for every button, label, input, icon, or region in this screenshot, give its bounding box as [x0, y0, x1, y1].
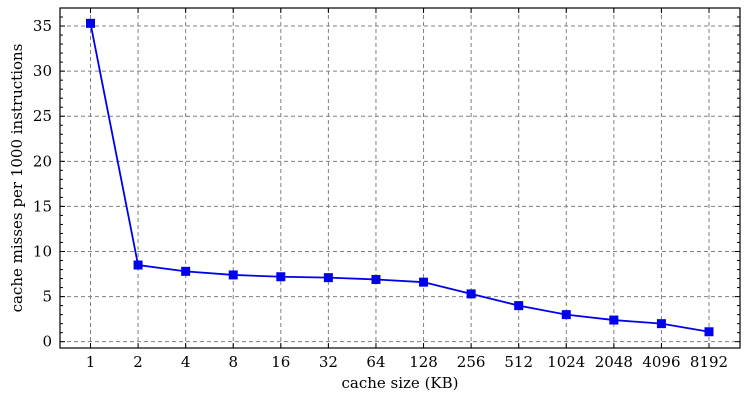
series-line [89, 23, 710, 333]
x-axis-label: cache size (KB) [341, 374, 458, 392]
x-tick-label: 2 [133, 353, 143, 371]
x-tick-label: 32 [319, 353, 338, 371]
data-point [323, 273, 333, 283]
data-point [514, 301, 524, 311]
data-point [86, 18, 95, 28]
x-tick-label: 16 [271, 353, 290, 371]
y-tick-label: 20 [33, 152, 52, 170]
data-point [466, 289, 476, 299]
x-axis: 1 2 4 8 16 32 64 128 256 512 1024 2048 4096 8192 [86, 8, 728, 371]
data-point [276, 272, 286, 282]
y-axis-label: cache misses per 1000 instructions [8, 44, 26, 313]
y-tick-label: 30 [33, 62, 52, 80]
y-tick-label: 35 [33, 17, 52, 35]
data-point [419, 277, 429, 287]
data-point [609, 315, 619, 325]
data-point [228, 270, 238, 280]
y-tick-label: 25 [33, 107, 52, 125]
data-point [181, 266, 191, 276]
x-tick-label: 8192 [690, 353, 728, 371]
data-point [561, 310, 571, 320]
y-tick-label: 0 [42, 333, 52, 351]
grid [60, 8, 740, 348]
x-tick-label: 256 [457, 353, 486, 371]
x-tick-label: 1024 [547, 353, 585, 371]
y-tick-label: 15 [33, 197, 52, 215]
x-tick-label: 1 [86, 353, 96, 371]
data-point [371, 274, 381, 284]
plot-frame [59, 7, 741, 349]
y-tick-label: 10 [33, 243, 52, 261]
x-tick-label: 512 [504, 353, 533, 371]
data-point [656, 319, 666, 329]
series-layer [86, 18, 714, 337]
x-tick-label: 8 [228, 353, 238, 371]
x-tick-label: 2048 [595, 353, 633, 371]
x-tick-label: 4096 [642, 353, 680, 371]
x-tick-label: 4 [181, 353, 191, 371]
data-point [133, 260, 143, 270]
x-tick-label: 128 [409, 353, 438, 371]
x-tick-label: 64 [366, 353, 385, 371]
data-point [704, 327, 714, 337]
y-axis: 0 5 10 15 20 25 30 35 [33, 16, 740, 351]
y-tick-label: 5 [42, 288, 52, 306]
